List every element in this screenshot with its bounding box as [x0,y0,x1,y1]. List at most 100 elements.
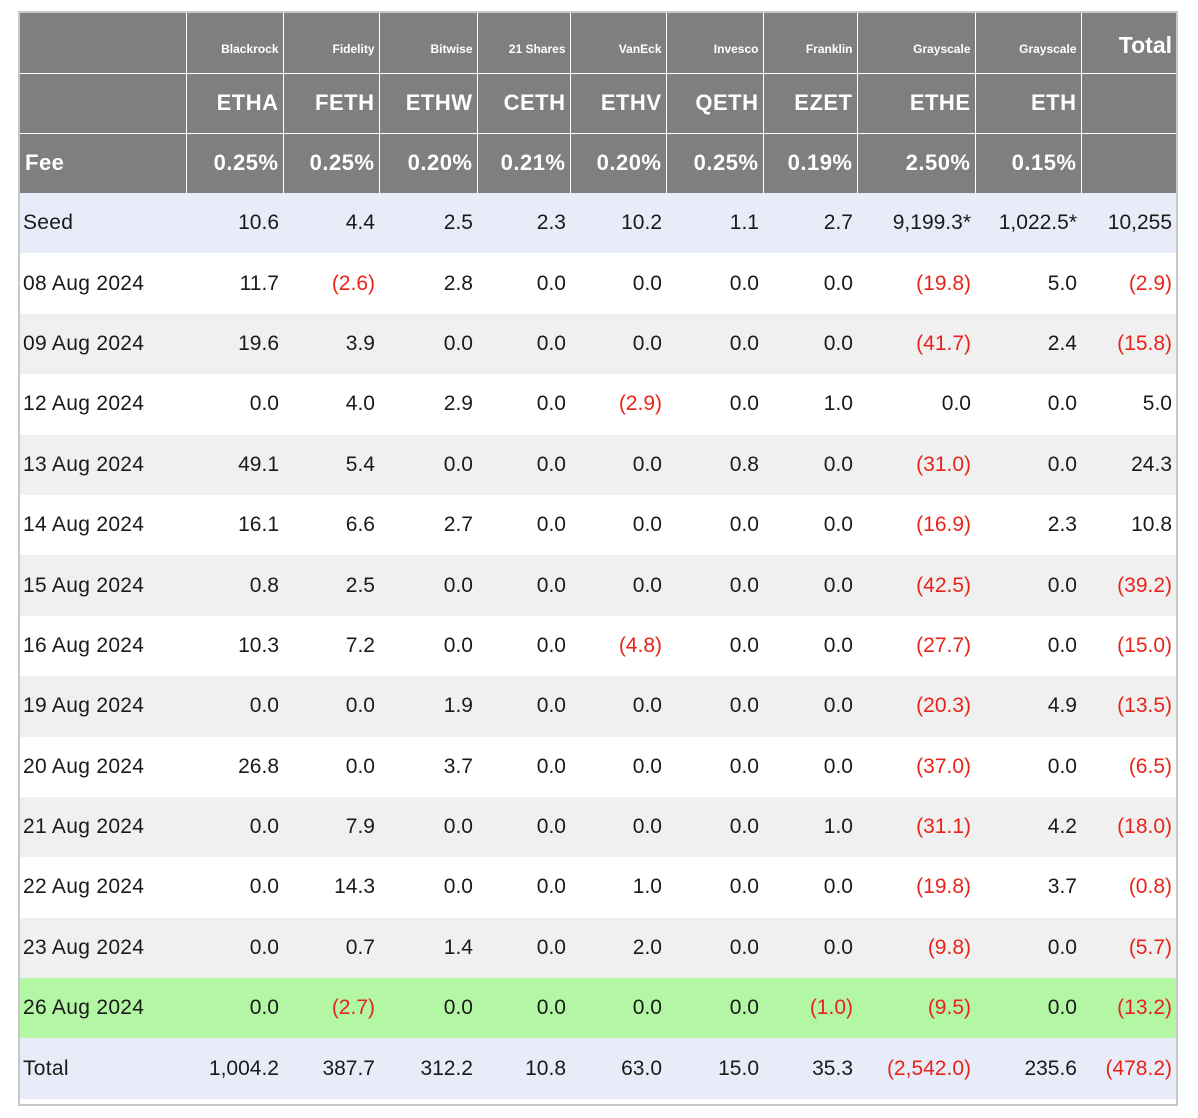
flow-value: 10.8 [1081,494,1176,556]
flow-value: 0.0 [186,917,283,979]
flow-value: (16.9) [857,494,975,556]
flow-value: 2.3 [477,193,570,254]
flow-value: 7.2 [283,615,379,677]
row-label: Total [20,1038,186,1099]
row-label: 23 Aug 2024 [20,917,186,979]
total-header-cell: Total [1080,13,1176,73]
flow-value: 0.0 [763,434,857,495]
table-row: 21 Aug 2024 0.0 7.9 0.0 0.0 0.0 0.0 1.0 (31.1) 4.… [20,796,1176,858]
ticker-header-cell: ETHE [856,72,975,133]
flow-value: (2.9) [570,374,666,435]
fee-header-cell [1080,132,1176,193]
flow-value: (39.2) [1081,555,1176,616]
row-label: 12 Aug 2024 [20,374,186,435]
flow-value: 0.0 [666,736,763,797]
flow-value: (5.7) [1081,917,1176,979]
flow-value: 0.0 [379,313,477,375]
flow-value: 0.0 [666,313,763,375]
flow-value: 0.0 [763,857,857,918]
flow-value: 387.7 [283,1038,379,1099]
fee-header-cell: 0.20% [569,132,666,193]
flow-value: (9.8) [857,917,975,979]
flow-value: 0.0 [570,796,666,858]
ticker-header-cell: EZET [762,72,857,133]
flow-value: 235.6 [975,1038,1081,1099]
issuer-header-row: Blackrock Fidelity Bitwise 21 Shares Van… [20,13,1176,73]
flow-value: (478.2) [1081,1038,1176,1099]
flow-value: (9.5) [857,978,975,1039]
row-label: 19 Aug 2024 [20,676,186,737]
flow-value: 19.6 [186,313,283,375]
flow-value: (2,542.0) [857,1038,975,1099]
flow-value: 0.0 [477,555,570,616]
flow-value: (19.8) [857,253,975,314]
flow-value: 24.3 [1081,434,1176,495]
flow-value: 0.0 [975,434,1081,495]
flow-value: 1.9 [379,676,477,737]
flow-value: 4.4 [283,193,379,254]
flow-value: 0.0 [666,857,763,918]
flow-value: 1.1 [666,193,763,254]
flow-value: 1,022.5* [975,193,1081,254]
flow-value: 312.2 [379,1038,477,1099]
flow-value: (2.7) [283,978,379,1039]
table-row: 19 Aug 2024 0.0 0.0 1.9 0.0 0.0 0.0 0.0 (20.3) 4.… [20,676,1176,737]
flow-value: 0.0 [763,494,857,556]
flow-value: 2.5 [283,555,379,616]
issuer-header-cell [20,13,186,73]
table-row: 22 Aug 2024 0.0 14.3 0.0 0.0 1.0 0.0 0.0 (19.8) 3… [20,857,1176,918]
row-label: 21 Aug 2024 [20,796,186,858]
issuer-header-cell: Fidelity [282,13,379,73]
flow-value: (41.7) [857,313,975,375]
flow-value: 0.0 [186,676,283,737]
flow-value: 1.4 [379,917,477,979]
issuer-header-cell: Grayscale [856,13,975,73]
flow-value: 7.9 [283,796,379,858]
table-row: 16 Aug 2024 10.3 7.2 0.0 0.0 (4.8) 0.0 0.0 (27.7… [20,615,1176,677]
flow-value: (13.2) [1081,978,1176,1039]
flow-value: 0.0 [975,917,1081,979]
flow-value: 16.1 [186,494,283,556]
flow-value: 0.0 [666,374,763,435]
flow-value: 0.0 [763,917,857,979]
table-row: 14 Aug 2024 16.1 6.6 2.7 0.0 0.0 0.0 0.0 (16.9) 2… [20,494,1176,556]
flow-value: 1.0 [763,374,857,435]
flow-value: 0.0 [666,494,763,556]
flow-value: 0.0 [477,374,570,435]
flow-value: 9,199.3* [857,193,975,254]
fee-header-cell: 0.19% [762,132,857,193]
flow-value: 0.0 [570,676,666,737]
flow-value: (18.0) [1081,796,1176,858]
flow-value: (15.0) [1081,615,1176,677]
flow-value: 0.0 [477,253,570,314]
table-row: 23 Aug 2024 0.0 0.7 1.4 0.0 2.0 0.0 0.0 (9.8) 0.0… [20,917,1176,979]
table-row: 09 Aug 2024 19.6 3.9 0.0 0.0 0.0 0.0 0.0 (41.7) 2… [20,313,1176,375]
flow-value: 0.0 [477,313,570,375]
flow-value: 0.0 [186,374,283,435]
row-label: Seed [20,193,186,254]
ticker-header-cell: ETHW [378,72,477,133]
flow-value: 1,004.2 [186,1038,283,1099]
fee-label: Fee [20,132,186,193]
flow-value: 0.0 [763,555,857,616]
flow-value: 15.0 [666,1038,763,1099]
flow-value: 0.0 [477,434,570,495]
fee-header-row: Fee 0.25% 0.25% 0.20% 0.21% 0.20% 0.25% … [20,132,1176,193]
flow-value: (0.8) [1081,857,1176,918]
flow-value: 0.0 [570,253,666,314]
flow-value: 1.0 [763,796,857,858]
flow-value: 0.0 [379,555,477,616]
flow-value: 0.0 [763,736,857,797]
flow-value: 2.0 [570,917,666,979]
flow-value: (15.8) [1081,313,1176,375]
flow-value: 63.0 [570,1038,666,1099]
flow-value: 0.0 [763,676,857,737]
ticker-header-row: ETHA FETH ETHW CETH ETHV QETH EZET ETHE … [20,72,1176,133]
flow-value: 49.1 [186,434,283,495]
flow-value: 0.0 [186,978,283,1039]
flow-value: (37.0) [857,736,975,797]
flow-value: 0.0 [975,555,1081,616]
flow-value: 0.0 [477,857,570,918]
flow-value: 0.0 [570,736,666,797]
table-row: 12 Aug 2024 0.0 4.0 2.9 0.0 (2.9) 0.0 1.0 0.0 0.0… [20,374,1176,435]
